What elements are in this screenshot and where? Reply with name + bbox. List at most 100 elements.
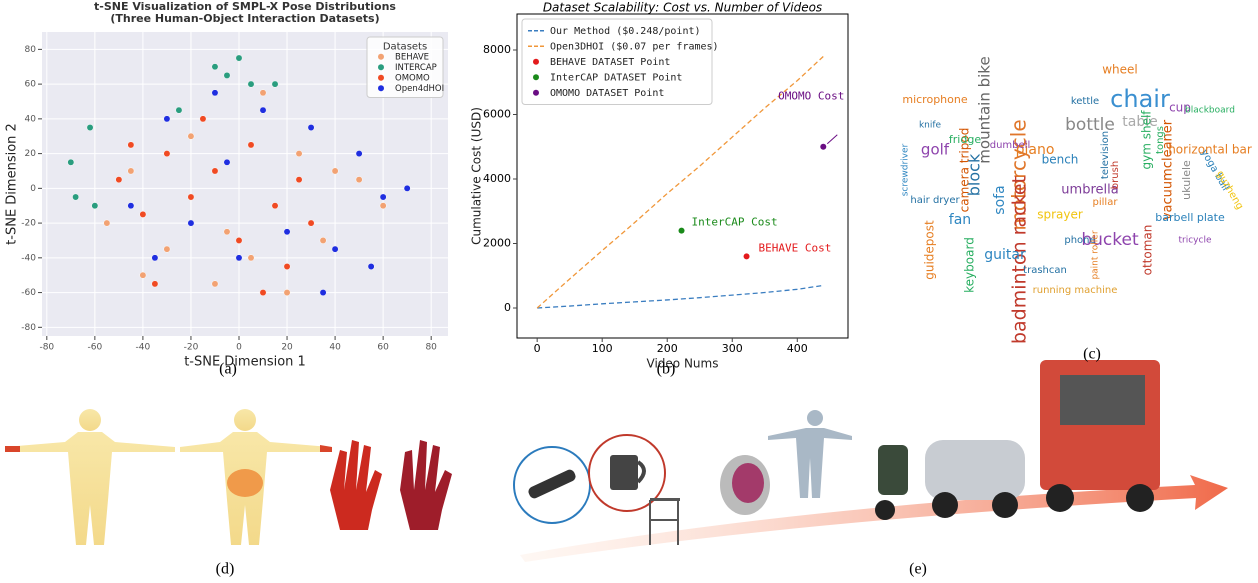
word: ottoman xyxy=(1141,225,1155,276)
word: block xyxy=(965,153,984,196)
scatter-point xyxy=(163,245,171,253)
scatter-point xyxy=(283,228,291,236)
y-tick-label: 80 xyxy=(25,45,37,55)
scatter-point xyxy=(379,202,387,210)
scatter-point xyxy=(211,89,219,97)
scatter-point xyxy=(175,106,183,114)
word: knife xyxy=(919,121,942,131)
word: tricycle xyxy=(1179,236,1212,246)
scatter-point xyxy=(247,254,255,262)
y-tick-label: 60 xyxy=(25,80,37,90)
legend-swatch xyxy=(378,74,384,81)
word: barbell plate xyxy=(1155,211,1225,224)
scatter-point xyxy=(127,141,135,149)
legend-title: Datasets xyxy=(383,41,427,52)
word: table xyxy=(1122,114,1157,130)
chart-title: Dataset Scalability: Cost vs. Number of … xyxy=(543,1,822,15)
x-tick-label: 20 xyxy=(281,343,293,353)
scatter-point xyxy=(235,54,243,62)
annotation-arrow xyxy=(826,134,838,145)
word: trashcan xyxy=(1023,265,1067,276)
panel-caption: (e) xyxy=(909,561,927,578)
x-axis-label: t-SNE Dimension 1 xyxy=(184,355,306,370)
legend-label: Open3DHOI ($0.07 per frames) xyxy=(550,41,719,52)
legend-label: OMOMO DATASET Point xyxy=(550,88,664,99)
word: fridge xyxy=(949,133,981,146)
scatter-point xyxy=(187,193,195,201)
x-tick-label: 40 xyxy=(329,343,341,353)
scatter-point xyxy=(331,167,339,175)
legend-swatch xyxy=(533,89,539,96)
legend-swatch xyxy=(378,64,384,71)
word: guidepost xyxy=(923,220,937,280)
word: screwdriver xyxy=(901,143,911,196)
panel-caption: (b) xyxy=(657,361,676,378)
scatter-point xyxy=(91,202,99,210)
x-tick-label: -80 xyxy=(39,343,54,353)
scatter-point xyxy=(139,210,147,218)
y-tick-label: -60 xyxy=(21,288,36,298)
body-models xyxy=(5,409,452,545)
scatter-point xyxy=(367,263,375,270)
word: microphone xyxy=(902,93,967,106)
y-tick-label: 20 xyxy=(25,149,37,159)
word: golf xyxy=(921,141,950,159)
scatter-point xyxy=(295,150,303,158)
scatter-point xyxy=(151,254,159,262)
data-point xyxy=(743,253,750,260)
scatter-point xyxy=(283,263,291,270)
word: pillar xyxy=(1093,197,1119,208)
scatter-point xyxy=(139,271,147,279)
y-tick-label: -40 xyxy=(21,253,36,263)
word: keyboard xyxy=(963,237,977,293)
scatter-point xyxy=(235,254,243,262)
x-tick-label: 0 xyxy=(534,342,541,355)
y-tick-label: 6000 xyxy=(483,107,511,120)
word: vacuumcleaner xyxy=(1161,119,1176,220)
legend-label: OMOMO xyxy=(395,73,430,83)
scatter-point xyxy=(259,289,267,297)
point-annotation: OMOMO Cost xyxy=(778,90,844,103)
word: bucket xyxy=(1081,230,1139,250)
scatter-point xyxy=(235,237,243,244)
legend-label: BEHAVE DATASET Point xyxy=(550,57,670,68)
y-axis-label: t-SNE Dimension 2 xyxy=(5,123,20,245)
word: fan xyxy=(949,212,971,228)
word: chair xyxy=(1110,85,1170,113)
scatter-point xyxy=(199,115,207,123)
word: guitar xyxy=(984,247,1026,263)
word: sprayer xyxy=(1037,208,1083,222)
scatter-point xyxy=(283,289,291,297)
scatter-point xyxy=(163,150,171,158)
scatter-point xyxy=(247,141,255,149)
word: blackboard xyxy=(1185,106,1235,116)
word: camera tripod xyxy=(958,128,972,213)
panel-caption: (d) xyxy=(216,561,235,578)
scatter-point xyxy=(115,176,123,184)
word: hair dryer xyxy=(910,195,960,206)
word: running machine xyxy=(1033,285,1118,296)
x-tick-label: 400 xyxy=(787,342,808,355)
legend-swatch xyxy=(533,58,539,65)
scatter-point xyxy=(187,132,195,140)
x-tick-label: -20 xyxy=(184,343,199,353)
data-point xyxy=(678,227,685,234)
word: cup xyxy=(1169,101,1191,115)
x-tick-label: 0 xyxy=(236,343,242,353)
scatter-point xyxy=(211,63,219,71)
legend-swatch xyxy=(378,53,384,60)
legend-box xyxy=(366,36,444,98)
word: wheel xyxy=(1102,63,1138,77)
x-tick-label: 300 xyxy=(722,342,743,355)
x-axis-label: Video Nums xyxy=(647,357,719,371)
data-point xyxy=(820,143,827,150)
point-annotation: BEHAVE Cost xyxy=(759,241,832,254)
legend-label: BEHAVE xyxy=(395,52,429,62)
scatter-point xyxy=(86,124,94,131)
chart-subtitle: (Three Human-Object Interaction Datasets… xyxy=(110,12,379,25)
x-tick-label: 80 xyxy=(425,343,437,353)
scatter-point xyxy=(151,280,159,288)
point-annotation: InterCAP Cost xyxy=(692,216,778,229)
y-tick-label: 40 xyxy=(25,114,37,124)
